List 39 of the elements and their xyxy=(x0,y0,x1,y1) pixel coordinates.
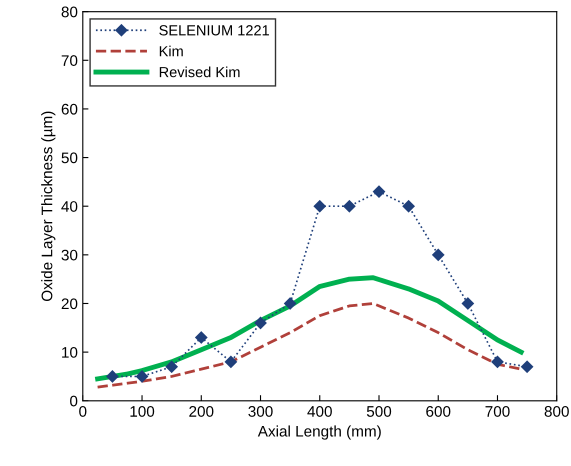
legend-label: SELENIUM 1221 xyxy=(159,25,269,36)
y-tick-label: 10 xyxy=(62,346,78,358)
y-tick-label: 60 xyxy=(62,104,78,115)
y-tick-label: 40 xyxy=(61,201,78,212)
y-tick-label: 80 xyxy=(62,6,78,18)
point xyxy=(166,360,178,373)
point xyxy=(224,356,237,368)
y-tick-label: 30 xyxy=(62,250,78,261)
x-tick-label: 0 xyxy=(79,406,86,417)
x-tick-label: 600 xyxy=(426,406,450,417)
x-tick-label: 800 xyxy=(544,406,569,417)
point xyxy=(462,297,474,310)
point xyxy=(402,200,415,212)
point xyxy=(195,331,208,344)
point xyxy=(491,356,504,368)
legend-label: Kim xyxy=(160,46,183,56)
point xyxy=(136,370,148,383)
y-axis-title: Oxide Layer Thickness (µm) xyxy=(41,112,56,302)
point xyxy=(254,316,267,330)
x-tick-label: 300 xyxy=(248,406,273,417)
x-axis-title: Axial Length (mm) xyxy=(258,425,381,440)
point xyxy=(521,360,534,373)
point xyxy=(432,248,444,261)
x-tick-label: 500 xyxy=(366,406,392,417)
x-tick-label: 100 xyxy=(130,406,154,417)
legend-label: Revised Kim xyxy=(160,66,240,78)
y-tick-label: 20 xyxy=(62,298,78,310)
point xyxy=(106,370,119,383)
x-tick-label: 700 xyxy=(486,406,510,417)
point xyxy=(372,186,386,198)
y-tick-label: 50 xyxy=(62,152,78,164)
x-tick-label: 200 xyxy=(189,406,214,417)
y-tick-label: 70 xyxy=(62,55,78,66)
point xyxy=(284,297,296,310)
line-series xyxy=(95,275,524,382)
point xyxy=(343,200,356,212)
y-tick-label: 0 xyxy=(70,396,78,406)
x-tick-label: 400 xyxy=(307,406,332,417)
point xyxy=(314,200,326,212)
